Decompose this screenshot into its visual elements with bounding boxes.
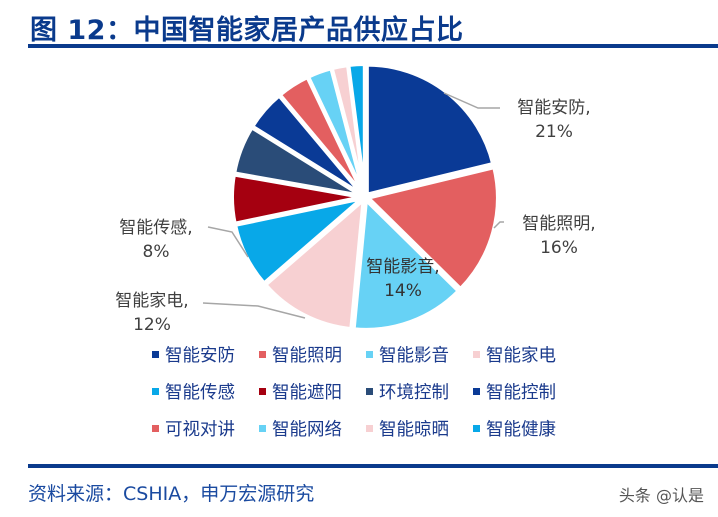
pie-slice-智能家电: [262, 194, 367, 332]
legend-item-control: 智能控制: [473, 379, 580, 404]
legend-swatch-icon: [473, 388, 480, 395]
label-appliance-pct: 12%: [133, 315, 171, 335]
legend-item-intercom: 可视对讲: [152, 416, 259, 441]
legend-swatch-icon: [259, 425, 266, 432]
chart-legend: 智能安防 智能照明 智能影音 智能家电 智能传感 智能遮阳 环境控制 智能控制 …: [152, 336, 592, 447]
label-appliance: 智能家电, 12%: [98, 289, 206, 337]
legend-swatch-icon: [366, 388, 373, 395]
pie-slices: [230, 62, 500, 332]
title-underline: [28, 44, 718, 48]
label-lighting-name: 智能照明,: [522, 214, 596, 234]
legend-label: 智能控制: [486, 383, 556, 403]
label-sensor: 智能传感, 8%: [102, 216, 210, 264]
legend-row: 智能传感 智能遮阳 环境控制 智能控制: [152, 373, 592, 410]
legend-swatch-icon: [259, 388, 266, 395]
leader-lines: [202, 92, 504, 319]
legend-label: 智能晾晒: [379, 420, 449, 440]
legend-swatch-icon: [473, 351, 480, 358]
legend-swatch-icon: [152, 351, 159, 358]
label-appliance-name: 智能家电,: [115, 291, 189, 311]
pie-slice-智能影音: [351, 195, 462, 332]
label-lighting-pct: 16%: [540, 238, 578, 258]
legend-swatch-icon: [152, 425, 159, 432]
label-sensor-name: 智能传感,: [119, 218, 193, 238]
legend-label: 智能照明: [272, 346, 342, 366]
legend-item-environment: 环境控制: [366, 379, 473, 404]
chart-title: 图 12：中国智能家居产品供应占比: [30, 15, 464, 46]
label-audio-pct: 14%: [384, 281, 422, 301]
legend-item-security: 智能安防: [152, 342, 259, 367]
legend-item-network: 智能网络: [259, 416, 366, 441]
label-audio-name: 智能影音,: [366, 257, 440, 277]
label-security: 智能安防, 21%: [500, 96, 608, 144]
legend-item-appliance: 智能家电: [473, 342, 580, 367]
legend-swatch-icon: [366, 351, 373, 358]
label-audio-video: 智能影音, 14%: [349, 255, 457, 303]
legend-label: 智能家电: [486, 346, 556, 366]
legend-item-health: 智能健康: [473, 416, 580, 441]
legend-label: 智能遮阳: [272, 383, 342, 403]
legend-item-drying: 智能晾晒: [366, 416, 473, 441]
legend-swatch-icon: [366, 425, 373, 432]
legend-label: 环境控制: [379, 383, 449, 403]
label-security-pct: 21%: [535, 122, 573, 142]
legend-label: 智能网络: [272, 420, 342, 440]
pie-slice-智能安防: [364, 62, 496, 198]
legend-label: 智能影音: [379, 346, 449, 366]
pie-slice-智能健康: [346, 62, 367, 195]
legend-label: 智能健康: [486, 420, 556, 440]
legend-item-audio-video: 智能影音: [366, 342, 473, 367]
legend-label: 智能安防: [165, 346, 235, 366]
source-note: 资料来源：CSHIA，申万宏源研究: [28, 483, 315, 505]
label-security-name: 智能安防,: [517, 98, 591, 118]
legend-swatch-icon: [473, 425, 480, 432]
legend-label: 可视对讲: [165, 420, 235, 440]
legend-row: 智能安防 智能照明 智能影音 智能家电: [152, 336, 592, 373]
label-lighting: 智能照明, 16%: [505, 212, 613, 260]
legend-item-lighting: 智能照明: [259, 342, 366, 367]
legend-item-sensor: 智能传感: [152, 379, 259, 404]
legend-swatch-icon: [259, 351, 266, 358]
watermark: 头条 @认是: [618, 486, 704, 505]
legend-row: 可视对讲 智能网络 智能晾晒 智能健康: [152, 410, 592, 447]
legend-swatch-icon: [152, 388, 159, 395]
pie-slice-智能照明: [363, 164, 500, 292]
legend-item-shading: 智能遮阳: [259, 379, 366, 404]
label-sensor-pct: 8%: [142, 242, 170, 262]
footer-divider: [28, 464, 718, 468]
legend-label: 智能传感: [165, 383, 235, 403]
